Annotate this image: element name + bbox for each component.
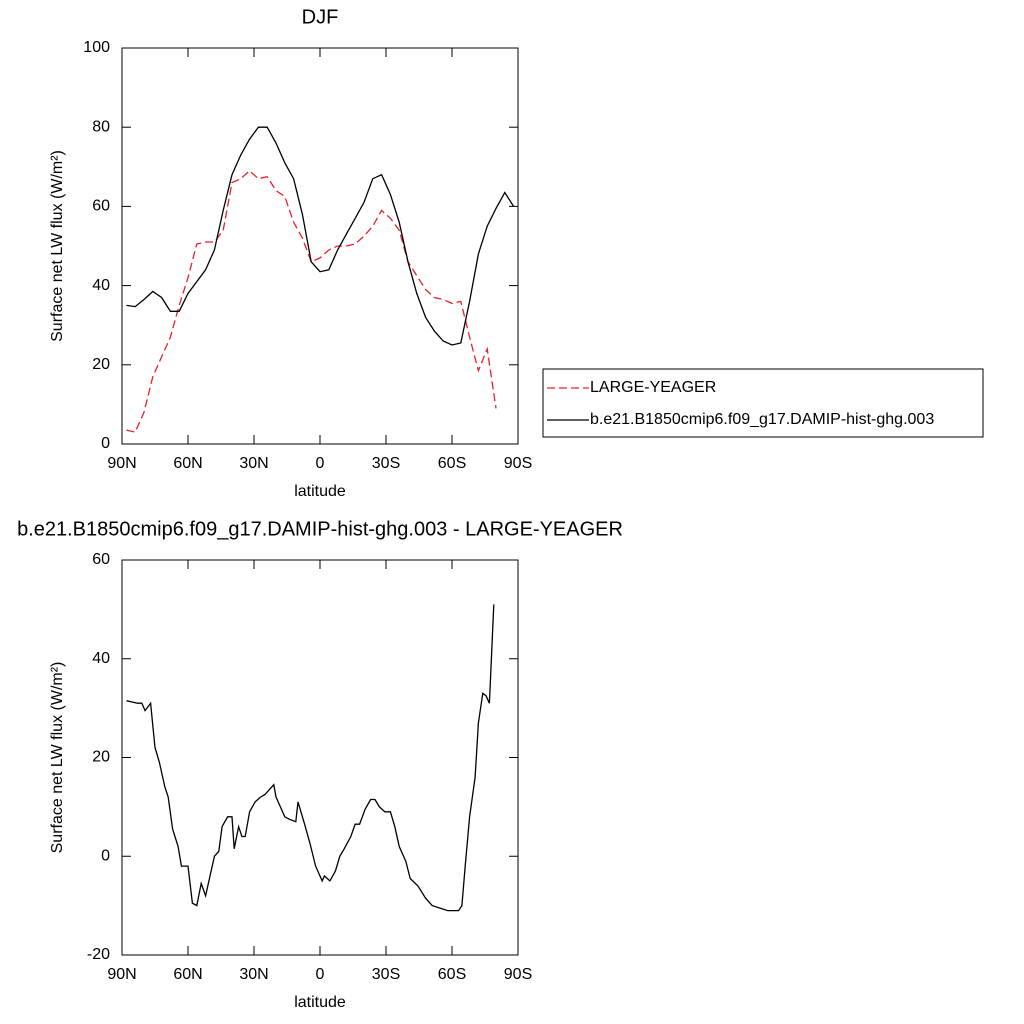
x-tick-label: 30S: [372, 455, 400, 472]
x-tick-label: 30N: [239, 455, 268, 472]
x-axis-label: latitude: [294, 994, 346, 1011]
plot-frame: [121, 47, 519, 445]
y-axis-label: Surface net LW flux (W/m²): [49, 150, 66, 342]
line-series: [126, 126, 515, 346]
y-tick-label: 0: [101, 847, 110, 864]
chart-title: b.e21.B1850cmip6.f09_g17.DAMIP-hist-ghg.…: [17, 518, 623, 540]
y-tick-label: 0: [101, 435, 110, 452]
line-series: [126, 169, 497, 433]
y-tick-label: 60: [92, 198, 110, 215]
y-tick-label: 80: [92, 118, 110, 135]
legend-label: b.e21.B1850cmip6.f09_g17.DAMIP-hist-ghg.…: [590, 411, 934, 428]
x-tick-label: 0: [316, 455, 325, 472]
y-tick-label: 100: [83, 39, 110, 56]
line-series: [126, 604, 495, 912]
x-tick-label: 60S: [438, 966, 466, 983]
x-tick-label: 60S: [438, 455, 466, 472]
chart-title: DJF: [302, 6, 339, 28]
y-tick-label: -20: [87, 946, 110, 963]
plot-frame: [121, 559, 519, 956]
x-axis-label: latitude: [294, 483, 346, 500]
legend-label: LARGE-YEAGER: [590, 379, 716, 396]
x-tick-label: 0: [316, 966, 325, 983]
x-tick-label: 90N: [107, 455, 136, 472]
x-tick-label: 60N: [173, 455, 202, 472]
legend-box: [542, 368, 984, 438]
y-tick-label: 40: [92, 650, 110, 667]
x-tick-label: 30S: [372, 966, 400, 983]
y-tick-label: 20: [92, 356, 110, 373]
y-tick-label: 20: [92, 749, 110, 766]
x-tick-label: 90S: [504, 966, 532, 983]
x-tick-label: 90N: [107, 966, 136, 983]
y-axis-label: Surface net LW flux (W/m²): [49, 662, 66, 854]
x-tick-label: 90S: [504, 455, 532, 472]
x-tick-label: 30N: [239, 966, 268, 983]
y-tick-label: 60: [92, 551, 110, 568]
x-tick-label: 60N: [173, 966, 202, 983]
y-tick-label: 40: [92, 277, 110, 294]
